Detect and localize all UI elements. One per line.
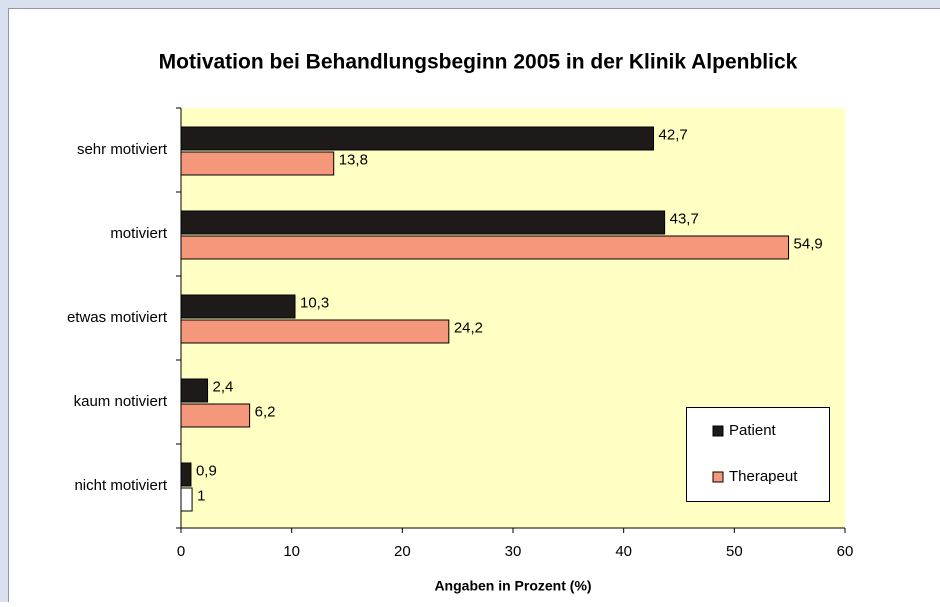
bar (181, 488, 192, 511)
y-tick-label: motiviert (110, 225, 168, 242)
legend-swatch (713, 472, 723, 482)
data-label: 6,2 (255, 403, 276, 420)
x-tick-label: 40 (615, 543, 632, 560)
y-tick-label: kaum notiviert (74, 393, 168, 410)
bar (181, 463, 191, 486)
bar (181, 295, 295, 318)
bar (181, 211, 665, 234)
bar (181, 127, 654, 150)
data-label: 1 (197, 487, 205, 504)
legend-label: Patient (729, 422, 777, 439)
data-label: 0,9 (196, 462, 217, 479)
x-axis-title: Angaben in Prozent (%) (434, 578, 591, 594)
y-tick-label: nicht motiviert (74, 477, 167, 494)
legend-swatch (713, 426, 723, 436)
bar (181, 379, 208, 402)
bar (181, 320, 449, 343)
bar (181, 152, 334, 175)
chart-title: Motivation bei Behandlungsbeginn 2005 in… (159, 51, 798, 74)
legend-label: Therapeut (729, 468, 798, 485)
data-label: 2,4 (213, 378, 234, 395)
x-tick-label: 50 (726, 543, 743, 560)
data-label: 54,9 (794, 235, 823, 252)
x-tick-label: 30 (505, 543, 522, 560)
data-label: 13,8 (339, 151, 368, 168)
bar (181, 404, 250, 427)
data-label: 24,2 (454, 319, 483, 336)
y-tick-label: sehr motiviert (77, 141, 168, 158)
x-tick-label: 10 (283, 543, 300, 560)
data-label: 42,7 (659, 126, 688, 143)
x-tick-label: 60 (837, 543, 854, 560)
data-label: 43,7 (670, 210, 699, 227)
bar (181, 236, 789, 259)
data-label: 10,3 (300, 294, 329, 311)
x-tick-label: 20 (394, 543, 411, 560)
y-tick-label: etwas motiviert (67, 309, 168, 326)
x-tick-label: 0 (177, 543, 185, 560)
